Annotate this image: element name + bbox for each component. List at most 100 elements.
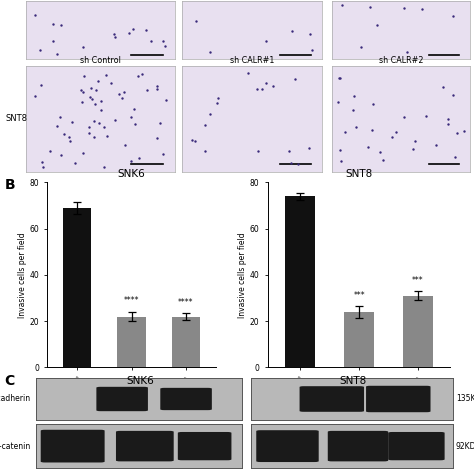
Point (191, 137, 199, 145)
Bar (172, 317, 200, 367)
Point (120, 89, 128, 96)
Point (460, 127, 467, 135)
Point (206, 48, 214, 55)
Point (380, 157, 387, 164)
Point (159, 150, 166, 158)
Bar (285, 196, 316, 367)
Point (50, 20, 57, 28)
Point (110, 30, 118, 38)
Point (411, 137, 419, 145)
Point (85, 123, 93, 130)
Point (31, 11, 39, 19)
Point (38, 158, 46, 166)
Point (153, 85, 160, 92)
FancyBboxPatch shape (116, 431, 173, 461)
Text: 92KD: 92KD (456, 442, 474, 451)
Point (143, 86, 151, 94)
Point (57, 22, 65, 29)
Point (111, 34, 118, 41)
Point (37, 82, 45, 89)
Point (189, 137, 196, 144)
Point (306, 30, 314, 37)
Point (214, 94, 221, 101)
Text: ***: *** (353, 291, 365, 300)
Point (53, 122, 61, 130)
Point (400, 4, 407, 12)
Point (409, 145, 416, 153)
Point (32, 92, 39, 100)
Text: ****: **** (124, 296, 139, 305)
Point (91, 134, 98, 141)
Point (50, 37, 57, 45)
Point (104, 132, 111, 140)
Point (285, 147, 292, 155)
Point (388, 133, 395, 140)
Point (91, 100, 99, 108)
Point (97, 98, 105, 105)
Text: ***: *** (412, 275, 424, 284)
Point (87, 84, 94, 91)
Point (432, 141, 439, 149)
Point (263, 79, 270, 86)
Point (213, 99, 221, 107)
Text: SNK6: SNK6 (126, 376, 154, 386)
Point (291, 75, 299, 83)
Point (335, 74, 343, 82)
Point (80, 44, 87, 51)
Point (97, 106, 104, 114)
Point (201, 121, 209, 128)
Point (127, 157, 135, 164)
Point (143, 26, 150, 33)
Point (57, 151, 65, 158)
Point (72, 160, 79, 167)
Point (86, 93, 94, 100)
Point (392, 128, 400, 136)
Point (118, 94, 126, 102)
Point (56, 113, 64, 120)
Point (254, 147, 262, 155)
Point (351, 92, 358, 100)
Point (418, 6, 426, 13)
Point (366, 3, 374, 11)
Point (349, 106, 356, 113)
Text: β-catenin: β-catenin (0, 442, 31, 451)
Point (253, 85, 260, 93)
FancyBboxPatch shape (366, 386, 430, 412)
Point (68, 118, 75, 126)
Point (206, 110, 214, 118)
Point (147, 37, 155, 45)
Text: B: B (5, 178, 15, 192)
Point (309, 46, 316, 54)
Point (129, 25, 137, 33)
Text: sh Control: sh Control (80, 56, 121, 65)
Title: SNK6: SNK6 (118, 169, 146, 179)
Point (89, 95, 96, 102)
Point (353, 123, 360, 131)
FancyBboxPatch shape (178, 432, 231, 460)
Point (156, 119, 164, 127)
Point (79, 98, 86, 106)
Point (85, 129, 92, 137)
Point (65, 134, 73, 141)
Point (453, 129, 461, 137)
Point (449, 12, 457, 19)
Text: C: C (5, 374, 15, 389)
Point (357, 43, 365, 50)
Point (91, 118, 98, 125)
Point (77, 86, 84, 94)
Point (107, 79, 115, 86)
Point (452, 153, 459, 161)
Point (422, 112, 430, 119)
Point (153, 135, 161, 142)
Bar (402, 296, 433, 367)
FancyBboxPatch shape (41, 430, 105, 463)
Point (373, 21, 381, 29)
Y-axis label: Invasive cells per field: Invasive cells per field (238, 232, 247, 318)
Point (439, 83, 447, 91)
Point (66, 137, 74, 145)
Text: SNT8: SNT8 (339, 376, 367, 386)
Point (294, 160, 302, 168)
FancyBboxPatch shape (256, 430, 319, 462)
Point (444, 120, 451, 128)
Point (401, 113, 408, 121)
